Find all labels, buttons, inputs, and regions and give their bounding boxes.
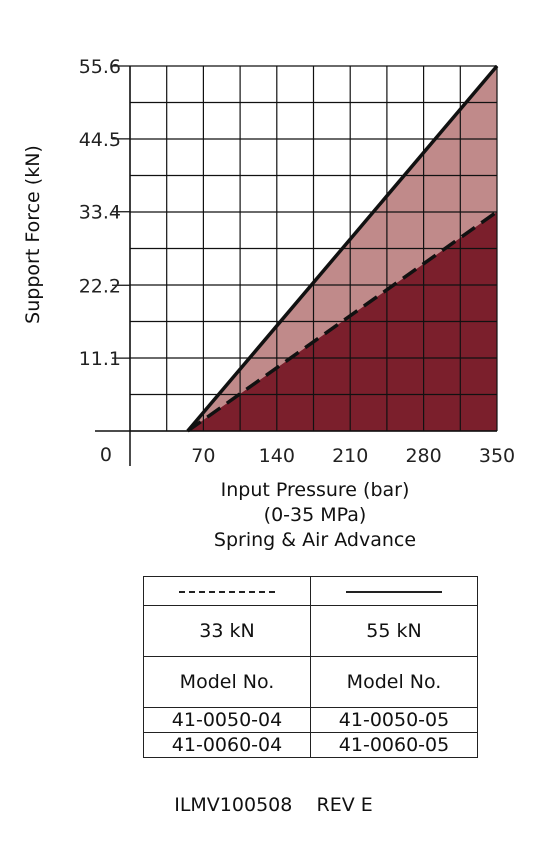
model-cell: 41-0060-05 [310,732,478,758]
document-footer: ILMV100508 REV E [0,794,547,816]
series-55kn-line [186,64,499,433]
solid-line-key [310,576,478,606]
model-header-left: Model No. [143,656,311,708]
x-axis-title-line-2: (0-35 MPa) [263,504,367,526]
x-axis-title-line-1: Input Pressure (bar) [220,479,410,501]
x-tick-label: 350 [479,445,515,467]
model-legend-table: 33 kN 55 kN Model No. Model No. 41-0050-… [143,576,478,758]
model-header-right: Model No. [310,656,478,708]
x-axis-title-line-3: Spring & Air Advance [213,529,417,551]
y-tick-label: 11.1 [79,348,121,370]
legend-key-row [143,576,478,606]
model-cell: 41-0060-04 [143,732,311,758]
series-33kn-line [186,210,499,433]
model-cell: 41-0050-04 [143,707,311,733]
revision-label: REV E [316,794,373,816]
model-cell: 41-0050-05 [310,707,478,733]
dashed-line-swatch [179,590,275,593]
x-tick-label: 210 [332,445,368,467]
model-header-row: Model No. Model No. [143,656,478,708]
model-row: 41-0060-04 41-0060-05 [143,732,478,758]
capacity-row: 33 kN 55 kN [143,605,478,657]
y-axis-title: Support Force (kN) [22,145,44,324]
dashed-line-key [143,576,311,606]
capacity-55kn: 55 kN [310,605,478,657]
capacity-33kn: 33 kN [143,605,311,657]
model-row: 41-0050-04 41-0050-05 [143,707,478,733]
y-tick-label: 22.2 [79,275,121,297]
solid-line-swatch [346,590,442,593]
x-tick-label: 140 [259,445,295,467]
y-tick-label: 44.5 [79,129,121,151]
y-tick-label: 55.6 [79,56,121,78]
y-tick-label: 33.4 [79,202,121,224]
support-force-chart: 0 11.1 22.2 33.4 44.5 55.6 70 140 210 280 350 Suppo… [22,56,515,467]
y-tick-label: 0 [100,444,112,466]
x-axis-title: Input Pressure (bar) (0-35 MPa) Spring &… [130,478,500,553]
x-tick-label: 70 [191,445,215,467]
document-id: ILMV100508 [174,794,293,816]
x-tick-label: 280 [405,445,441,467]
